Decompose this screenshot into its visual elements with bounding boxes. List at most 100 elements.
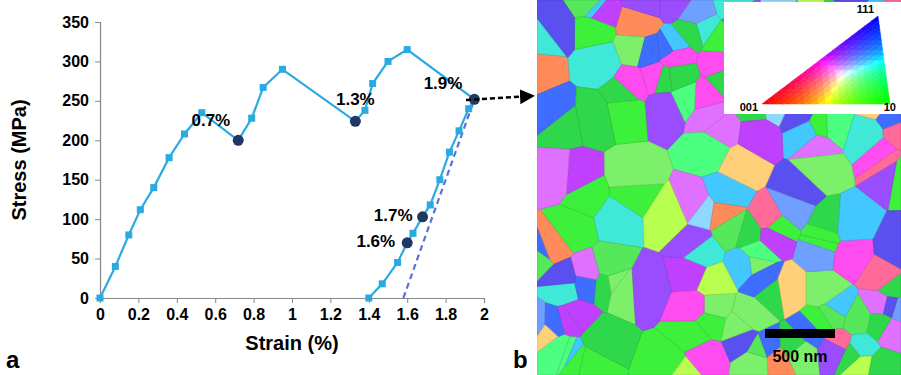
- key-cell: [802, 80, 809, 85]
- key-cell: [810, 84, 817, 89]
- x-tick-label: 0.6: [205, 306, 227, 323]
- x-tick-label: 1: [288, 306, 297, 323]
- key-cell: [860, 84, 867, 89]
- key-cell: [877, 55, 884, 60]
- key-cell: [869, 50, 876, 55]
- annotation: 1.7%: [374, 206, 413, 225]
- key-cell: [815, 75, 822, 80]
- key-cell: [853, 94, 860, 99]
- panel-label: b: [513, 346, 528, 373]
- key-cell: [852, 36, 859, 41]
- key-cell: [860, 94, 867, 99]
- key-cell: [826, 99, 833, 104]
- key-cell: [847, 99, 854, 104]
- key-cell: [861, 99, 868, 104]
- key-cell: [762, 99, 769, 104]
- key-cell: [808, 75, 815, 80]
- key-cell: [811, 99, 818, 104]
- series-line: [100, 50, 474, 298]
- key-cell: [866, 84, 873, 89]
- key-cell: [855, 50, 862, 55]
- key-cell: [834, 60, 841, 65]
- y-tick-mark: [95, 61, 100, 62]
- key-cell: [858, 75, 865, 80]
- x-tick: 1.6: [397, 298, 419, 323]
- key-cell: [825, 94, 832, 99]
- grain: [843, 293, 871, 334]
- grain: [818, 304, 845, 329]
- key-cell: [840, 99, 847, 104]
- key-cell: [826, 55, 833, 60]
- key-cell: [868, 45, 875, 50]
- key-cell: [856, 60, 863, 65]
- marker-square: [365, 295, 372, 302]
- key-cell: [850, 65, 857, 70]
- key-cell: [814, 65, 821, 70]
- grain: [537, 257, 575, 286]
- key-cell: [794, 80, 801, 85]
- x-axis: 00.20.40.60.811.21.41.61.82: [96, 298, 489, 323]
- key-cell: [821, 60, 828, 65]
- marker-square: [436, 176, 443, 183]
- key-cell: [775, 89, 782, 94]
- key-cell: [871, 70, 878, 75]
- key-cell: [814, 60, 821, 65]
- key-cell: [798, 99, 805, 104]
- key-cell: [858, 70, 865, 75]
- marker-square: [112, 263, 119, 270]
- key-cell: [840, 99, 847, 104]
- key-cell: [769, 99, 776, 104]
- inset-label: 111: [857, 3, 874, 15]
- key-cell: [776, 94, 783, 99]
- key-cell: [832, 94, 839, 99]
- key-cell: [832, 99, 839, 104]
- marker-square: [248, 115, 255, 122]
- grain: [604, 141, 674, 187]
- key-cell: [803, 84, 810, 89]
- key-cell: [846, 94, 853, 99]
- key-cell: [874, 89, 881, 94]
- y-tick-mark: [95, 180, 100, 181]
- key-cell: [879, 70, 886, 75]
- grain: [537, 19, 566, 57]
- key-cell: [861, 40, 868, 45]
- marker-square: [427, 201, 434, 208]
- key-cell: [875, 94, 882, 99]
- key-cell: [847, 45, 854, 50]
- key-cell: [795, 84, 802, 89]
- key-cell: [823, 84, 830, 89]
- key-cell: [867, 89, 874, 94]
- x-tick-label: 1.4: [358, 306, 380, 323]
- key-cell: [854, 50, 861, 55]
- x-axis-line: [101, 299, 485, 304]
- y-tick: 200: [62, 132, 100, 149]
- grain: [711, 209, 747, 251]
- figure: 00.20.40.60.811.21.41.61.820501001502002…: [0, 0, 901, 375]
- key-cell: [805, 99, 812, 104]
- key-cell: [788, 89, 795, 94]
- key-cell: [825, 99, 832, 104]
- key-cell: [833, 45, 840, 50]
- key-cell: [781, 84, 788, 89]
- key-cell: [869, 99, 876, 104]
- key-cell: [865, 80, 872, 85]
- key-cell: [869, 55, 876, 60]
- key-cell: [817, 89, 824, 94]
- grain: [883, 297, 897, 318]
- key-cell: [860, 89, 867, 94]
- inset-label: 10: [884, 101, 896, 113]
- key-cell: [845, 84, 852, 89]
- key-cell: [828, 60, 835, 65]
- key-cell: [874, 31, 881, 36]
- y-tick-label: 250: [62, 92, 89, 109]
- key-cell: [807, 70, 814, 75]
- key-cell: [867, 94, 874, 99]
- key-cell: [876, 55, 883, 60]
- key-cell: [796, 89, 803, 94]
- key-cell: [882, 94, 889, 99]
- key-cell: [870, 60, 877, 65]
- key-cell: [873, 84, 880, 89]
- y-tick-label: 150: [62, 171, 89, 188]
- key-cell: [865, 26, 872, 31]
- arrow: [466, 96, 532, 100]
